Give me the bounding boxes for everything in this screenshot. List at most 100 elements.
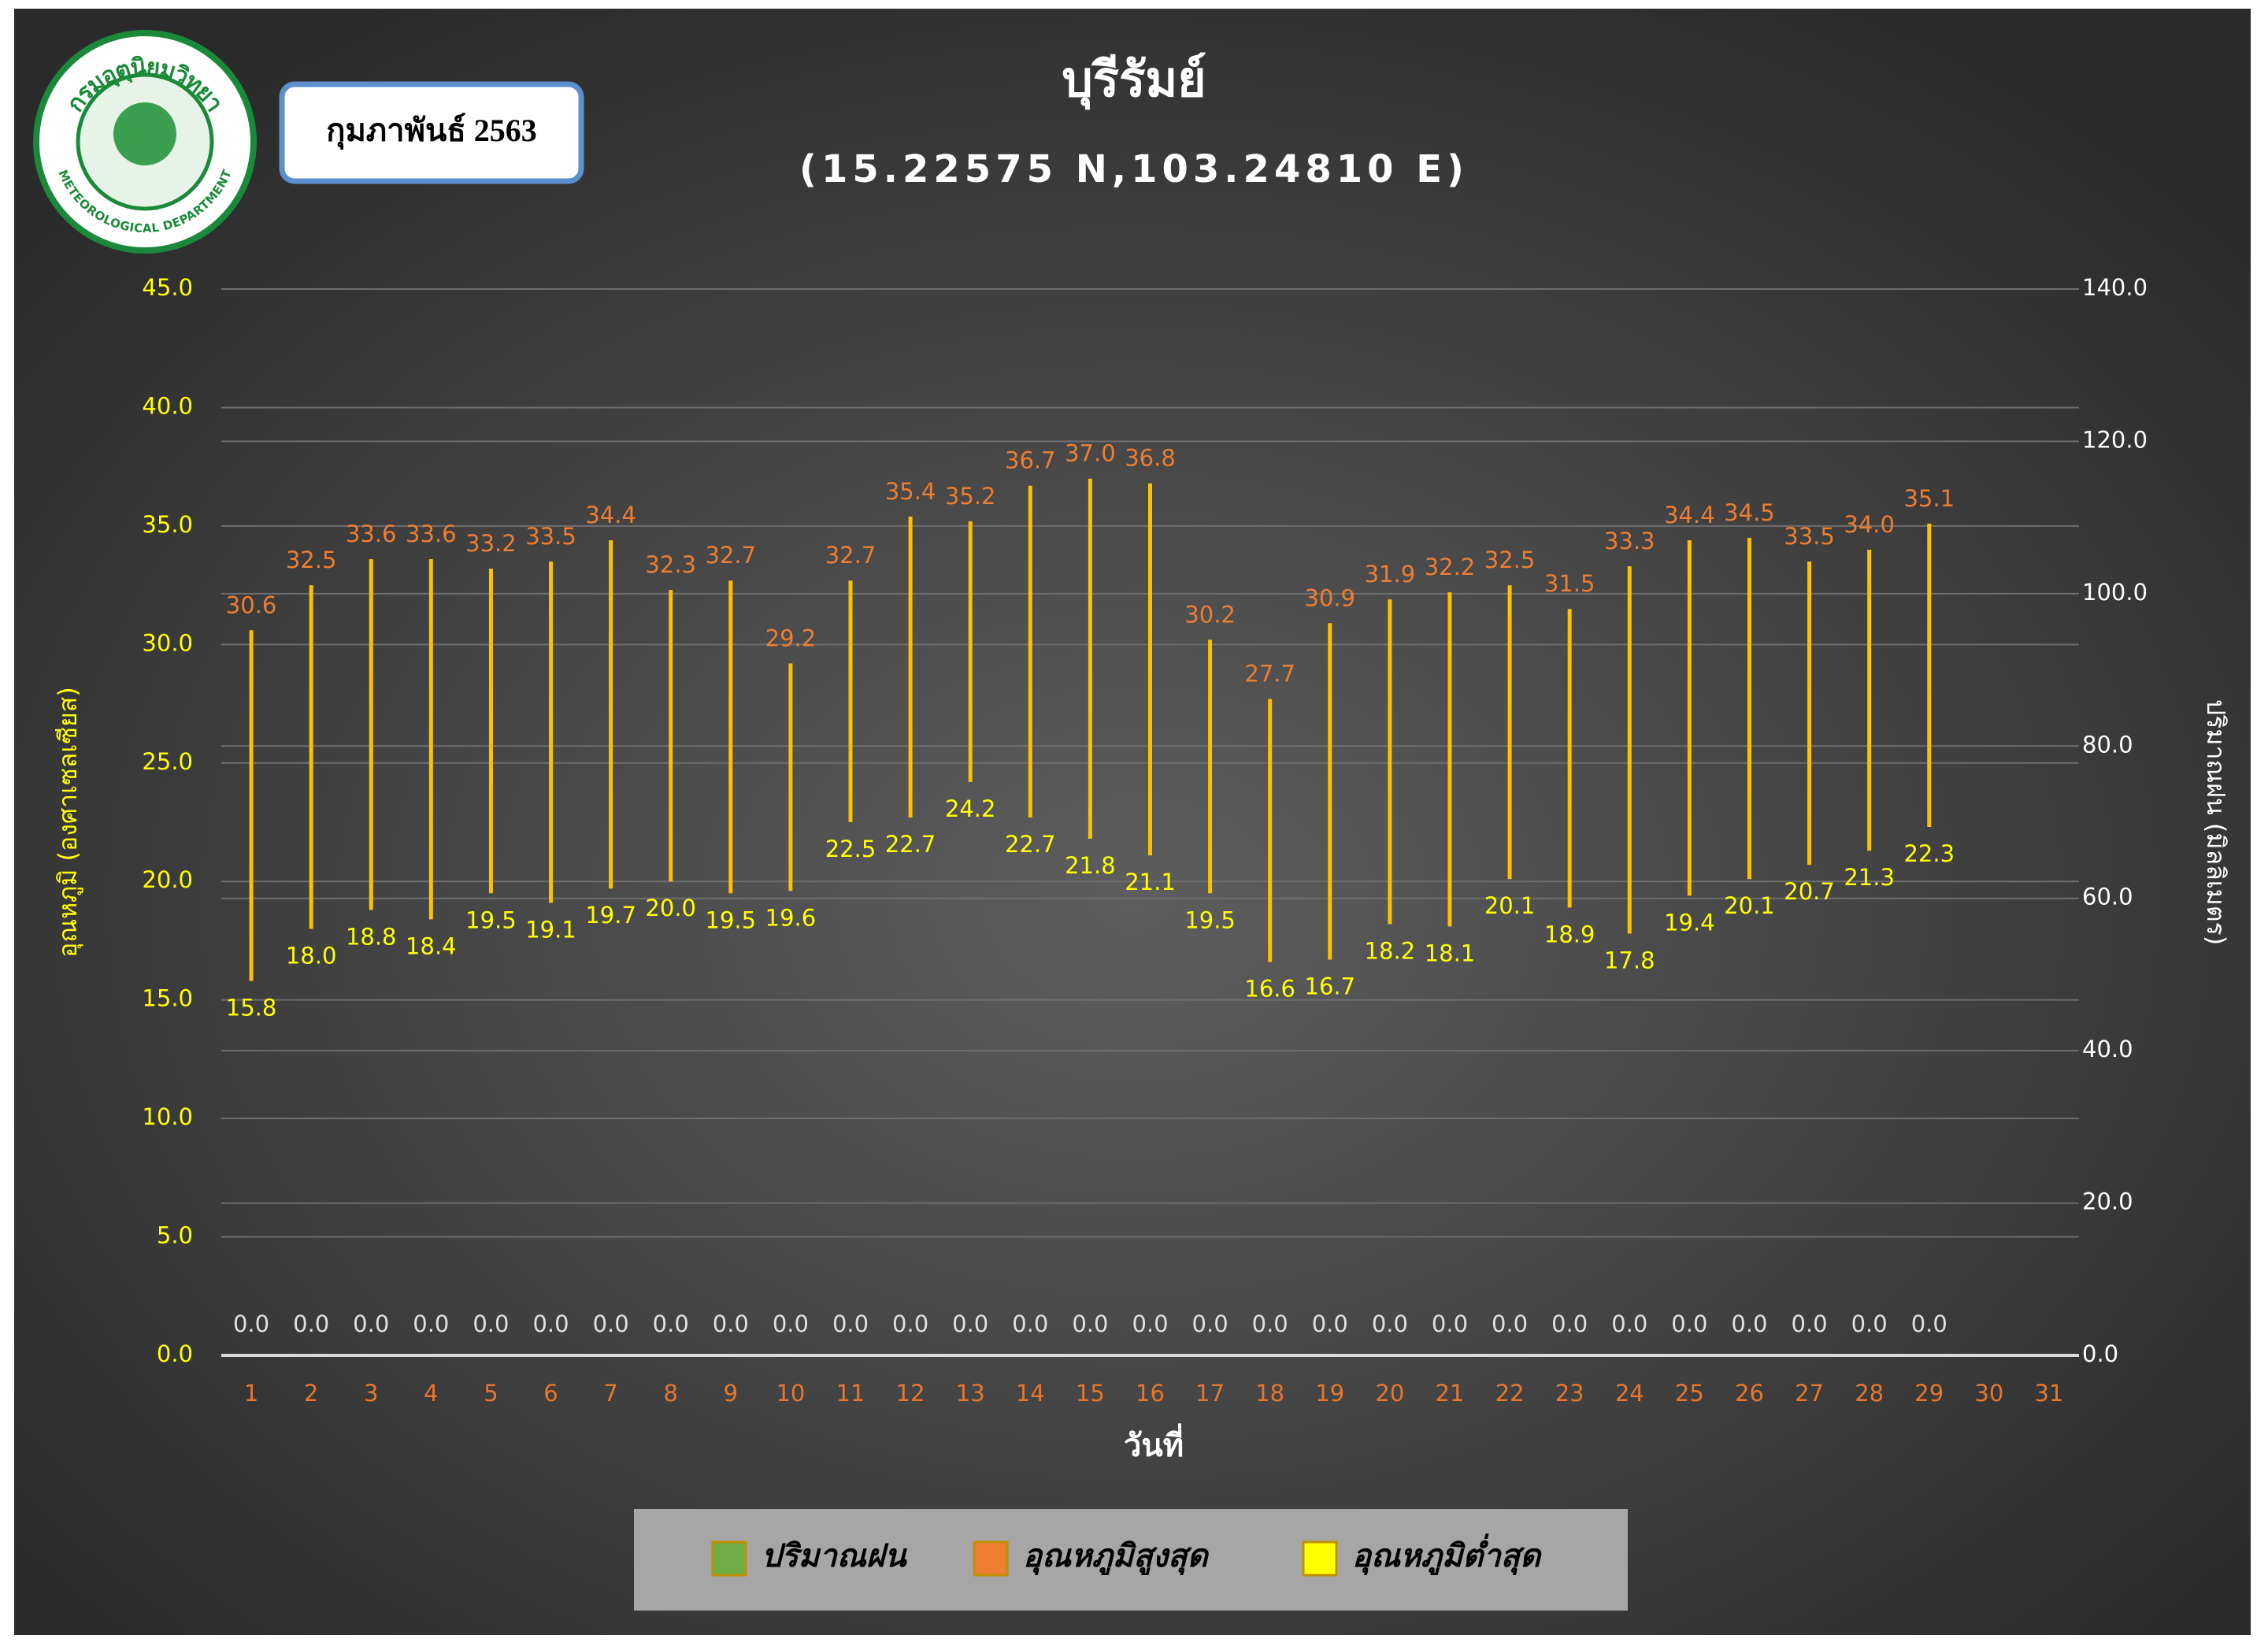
- rain-label: 0.0: [1551, 1310, 1588, 1337]
- low-label: 19.6: [765, 904, 817, 931]
- low-label: 19.5: [465, 906, 517, 933]
- x-tick-label: 25: [1675, 1380, 1704, 1407]
- chart-title: บุรีรัมย์: [1062, 50, 1206, 109]
- low-label: 18.1: [1425, 940, 1476, 966]
- y2-axis-title: ปริมาณฝน (มิลลิเมตร): [2201, 699, 2231, 945]
- period: กุมภาพันธ์ 2563: [326, 113, 537, 150]
- high-label: 30.6: [226, 591, 277, 618]
- low-label: 20.7: [1784, 878, 1835, 905]
- logo: กรมอุตุนิยมวิทยา METEOROLOGICAL DEPARTME…: [33, 30, 257, 254]
- high-label: 35.1: [1903, 485, 1955, 512]
- x-tick-label: 24: [1615, 1380, 1644, 1407]
- high-label: 31.9: [1365, 561, 1416, 588]
- low-label: 17.8: [1604, 947, 1655, 973]
- high-label: 35.4: [885, 478, 936, 505]
- x-tick-label: 16: [1136, 1380, 1165, 1407]
- high-label: 33.2: [465, 530, 517, 557]
- high-label: 34.4: [585, 502, 636, 528]
- high-label: 32.2: [1425, 554, 1476, 580]
- y2-tick-label: 120.0: [2082, 426, 2148, 453]
- y-tick-label: 5.0: [157, 1222, 193, 1249]
- rain-label: 0.0: [1671, 1310, 1707, 1337]
- high-label: 34.5: [1724, 499, 1775, 526]
- x-tick-label: 27: [1795, 1380, 1824, 1407]
- low-label: 22.7: [1005, 831, 1056, 858]
- logo-emblem: [113, 102, 176, 165]
- high-label: 33.6: [346, 521, 397, 547]
- high-label: 29.2: [765, 625, 817, 651]
- high-label: 32.5: [286, 547, 337, 573]
- x-tick-label: 10: [776, 1380, 805, 1407]
- rain-label: 0.0: [952, 1310, 988, 1337]
- y2-tick-label: 100.0: [2082, 579, 2148, 606]
- x-tick-label: 14: [1016, 1380, 1045, 1407]
- legend-label: อุณหภูมิสูงสุด: [1023, 1538, 1210, 1576]
- rain-label: 0.0: [1731, 1310, 1767, 1337]
- low-label: 21.1: [1125, 869, 1176, 895]
- x-tick-label: 8: [663, 1380, 677, 1407]
- rain-label: 0.0: [773, 1310, 809, 1337]
- x-tick-label: 4: [424, 1380, 438, 1407]
- low-label: 18.4: [406, 932, 457, 959]
- high-label: 37.0: [1065, 440, 1116, 467]
- x-tick-label: 17: [1195, 1380, 1225, 1407]
- high-label: 33.6: [406, 521, 457, 547]
- rain-label: 0.0: [1192, 1310, 1228, 1337]
- y2-tick-label: 80.0: [2082, 731, 2133, 758]
- rain-label: 0.0: [353, 1310, 389, 1337]
- low-label: 18.8: [346, 923, 397, 950]
- y-axis-title: อุณหภูมิ (องศาเซลเซียส): [53, 687, 83, 958]
- y2-tick-label: 40.0: [2082, 1036, 2133, 1062]
- rain-label: 0.0: [1072, 1310, 1108, 1337]
- y2-tick-label: 140.0: [2082, 274, 2148, 301]
- x-axis-title: วันที่: [1124, 1423, 1184, 1463]
- legend-swatch: [1302, 1540, 1338, 1577]
- y2-tick-label: 0.0: [2082, 1340, 2118, 1367]
- high-label: 31.5: [1544, 570, 1595, 597]
- high-label: 32.5: [1484, 547, 1536, 573]
- low-label: 20.1: [1484, 892, 1536, 919]
- low-label: 19.4: [1664, 909, 1715, 936]
- high-label: 33.5: [1784, 523, 1835, 550]
- rain-label: 0.0: [1132, 1310, 1168, 1337]
- high-label: 36.8: [1125, 445, 1176, 472]
- low-label: 15.8: [226, 995, 277, 1021]
- x-tick-label: 30: [1974, 1380, 2003, 1407]
- rain-label: 0.0: [1372, 1310, 1408, 1337]
- y-tick-label: 35.0: [142, 511, 193, 538]
- x-tick-label: 18: [1255, 1380, 1284, 1407]
- high-label: 30.9: [1305, 584, 1356, 611]
- chart-subtitle: (15.22575 N,103.24810 E): [799, 147, 1469, 191]
- rain-label: 0.0: [472, 1310, 509, 1337]
- high-label: 32.3: [645, 551, 696, 578]
- x-tick-label: 26: [1735, 1380, 1764, 1407]
- x-tick-label: 19: [1315, 1380, 1344, 1407]
- low-label: 22.7: [885, 831, 936, 858]
- high-label: 33.3: [1604, 528, 1655, 554]
- low-label: 19.5: [1184, 906, 1236, 933]
- y2-tick-label: 60.0: [2082, 884, 2133, 910]
- rain-label: 0.0: [1252, 1310, 1288, 1337]
- y-tick-label: 45.0: [142, 274, 193, 301]
- rain-label: 0.0: [1851, 1310, 1888, 1337]
- rain-label: 0.0: [1312, 1310, 1348, 1337]
- x-tick-label: 15: [1076, 1380, 1105, 1407]
- period-box: [279, 81, 584, 184]
- x-tick-label: 23: [1555, 1380, 1584, 1407]
- high-label: 34.4: [1664, 502, 1715, 528]
- low-label: 20.0: [645, 895, 696, 921]
- y-tick-label: 25.0: [142, 748, 193, 775]
- high-label: 30.2: [1184, 601, 1236, 628]
- low-label: 16.7: [1305, 973, 1356, 1000]
- low-label: 20.1: [1724, 892, 1775, 919]
- low-label: 18.9: [1544, 921, 1595, 947]
- low-label: 24.2: [945, 795, 996, 822]
- x-tick-label: 5: [484, 1380, 498, 1407]
- x-tick-label: 2: [304, 1380, 318, 1407]
- low-label: 18.2: [1365, 937, 1416, 964]
- high-label: 36.7: [1005, 447, 1056, 474]
- x-tick-label: 29: [1914, 1380, 1944, 1407]
- low-label: 19.1: [525, 916, 576, 943]
- y-tick-label: 40.0: [142, 392, 193, 419]
